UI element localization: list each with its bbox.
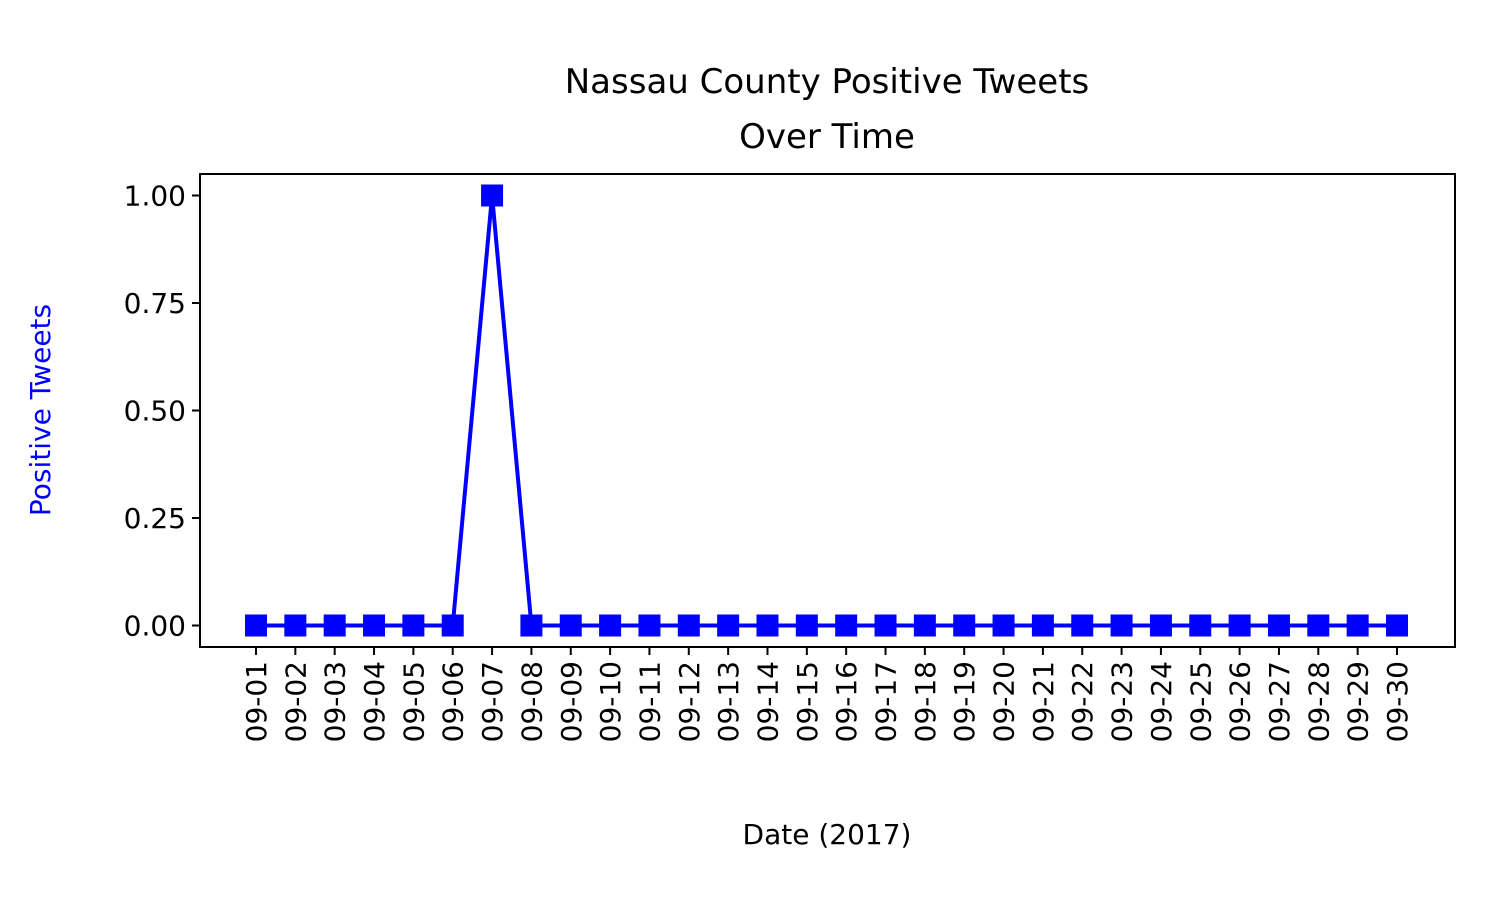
x-tick-label: 09-16 — [830, 661, 863, 742]
x-tick-label: 09-20 — [988, 661, 1021, 742]
data-point-marker — [1346, 614, 1369, 637]
y-tick-label: 0.50 — [124, 395, 186, 428]
x-tick-label: 09-13 — [712, 661, 745, 742]
chart-title-line-1: Nassau County Positive Tweets — [565, 62, 1090, 102]
data-point-marker — [1031, 614, 1054, 637]
x-tick-label: 09-03 — [319, 661, 352, 742]
data-point-marker — [1267, 614, 1290, 637]
data-point-marker — [953, 614, 976, 637]
data-point-marker — [717, 614, 740, 637]
data-point-marker — [756, 614, 779, 637]
x-axis-label: Date (2017) — [743, 818, 912, 851]
y-tick-label: 0.00 — [124, 610, 186, 643]
x-tick-label: 09-06 — [437, 661, 470, 742]
data-point-marker — [677, 614, 700, 637]
data-point-marker — [402, 614, 425, 637]
x-tick-label: 09-14 — [751, 661, 784, 742]
x-tick-label: 09-27 — [1263, 661, 1296, 742]
x-tick-label: 09-18 — [909, 661, 942, 742]
x-tick-label: 09-25 — [1184, 661, 1217, 742]
x-tick-label: 09-02 — [279, 661, 312, 742]
x-tick-label: 09-29 — [1342, 661, 1375, 742]
data-point-marker — [559, 614, 582, 637]
x-axis: 09-01 09-02 09-03 09-04 09-05 09-06 09-07 09-08… — [240, 647, 1414, 742]
data-point-marker — [1228, 614, 1251, 637]
data-point-marker — [599, 614, 622, 637]
x-tick-label: 09-24 — [1145, 661, 1178, 742]
y-axis: 0.00 0.25 0.50 0.75 1.00 — [124, 180, 200, 643]
data-point-marker — [1149, 614, 1172, 637]
x-tick-label: 09-28 — [1302, 661, 1335, 742]
y-tick-label: 0.25 — [124, 502, 186, 535]
x-tick-label: 09-15 — [791, 661, 824, 742]
x-tick-label: 09-19 — [948, 661, 981, 742]
data-point-marker — [520, 614, 543, 637]
data-point-marker — [992, 614, 1015, 637]
data-point-marker — [1189, 614, 1212, 637]
data-point-marker — [795, 614, 818, 637]
x-tick-label: 09-01 — [240, 661, 273, 742]
x-tick-label: 09-30 — [1381, 661, 1414, 742]
x-tick-label: 09-04 — [358, 661, 391, 742]
data-point-marker — [913, 614, 936, 637]
x-tick-label: 09-23 — [1106, 661, 1139, 742]
x-tick-label: 09-26 — [1224, 661, 1257, 742]
data-point-marker — [284, 614, 307, 637]
x-tick-label: 09-11 — [633, 661, 666, 742]
x-tick-label: 09-22 — [1066, 661, 1099, 742]
data-point-marker — [245, 614, 267, 637]
x-tick-label: 09-09 — [555, 661, 588, 742]
data-point-marker — [835, 614, 858, 637]
data-point-marker — [1307, 614, 1330, 637]
data-point-marker — [1071, 614, 1094, 637]
data-point-marker — [1386, 614, 1408, 637]
data-point-marker — [323, 614, 346, 637]
plot-area-frame — [199, 173, 1456, 648]
data-point-marker — [363, 614, 386, 637]
x-tick-label: 09-17 — [870, 661, 903, 742]
data-point-marker — [638, 614, 661, 637]
series-line — [256, 193, 1397, 628]
chart-title-line-2: Over Time — [739, 117, 915, 157]
data-point-marker — [481, 184, 504, 207]
y-tick-label: 1.00 — [124, 180, 186, 213]
data-point-marker — [1110, 614, 1133, 637]
y-axis-label: Positive Tweets — [24, 304, 57, 516]
data-point-marker — [874, 614, 897, 637]
x-tick-label: 09-08 — [515, 661, 548, 742]
x-tick-label: 09-12 — [673, 661, 706, 742]
x-tick-label: 09-05 — [397, 661, 430, 742]
data-point-marker — [441, 614, 464, 637]
x-tick-label: 09-07 — [476, 661, 509, 742]
y-tick-label: 0.75 — [124, 287, 186, 320]
x-tick-label: 09-21 — [1027, 661, 1060, 742]
x-tick-label: 09-10 — [594, 661, 627, 742]
series-layer — [245, 184, 1408, 637]
